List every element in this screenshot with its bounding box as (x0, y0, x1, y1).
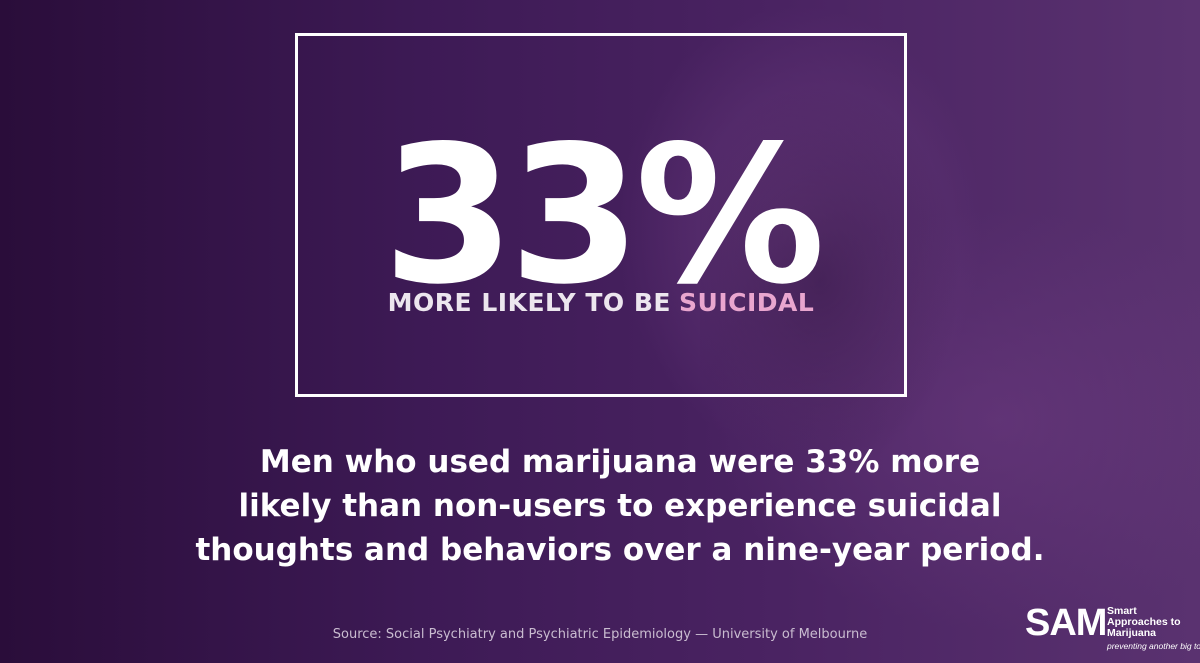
subtitle-highlight: SUICIDAL (679, 288, 815, 317)
logo-mark: SAM (1025, 602, 1107, 644)
subtitle-text: MORE LIKELY TO BE (387, 288, 672, 317)
body-line: Men who used marijuana were 33% more (259, 444, 981, 480)
logo-name-line: Approaches to (1107, 616, 1181, 628)
headline-stat: 33% (382, 105, 826, 326)
headline-subtitle: MORE LIKELY TO BE SUICIDAL (298, 288, 904, 317)
logo-name-line: Smart (1107, 605, 1137, 617)
logo-tagline: preventing another big tobacco (1107, 641, 1200, 651)
source-note: Source: Social Psychiatry and Psychiatri… (332, 627, 868, 642)
body-text: Men who used marijuana were 33% more like… (120, 440, 1120, 572)
logo-name-line: Marijuana (1107, 627, 1157, 639)
body-line: thoughts and behaviors over a nine-year … (195, 532, 1045, 568)
stat-frame: 33% MORE LIKELY TO BE SUICIDAL (295, 33, 907, 397)
background-photo (700, 80, 1200, 663)
body-line: likely than non-users to experience suic… (238, 488, 1002, 524)
logo-names: Smart Approaches to Marijuana (1107, 606, 1181, 639)
